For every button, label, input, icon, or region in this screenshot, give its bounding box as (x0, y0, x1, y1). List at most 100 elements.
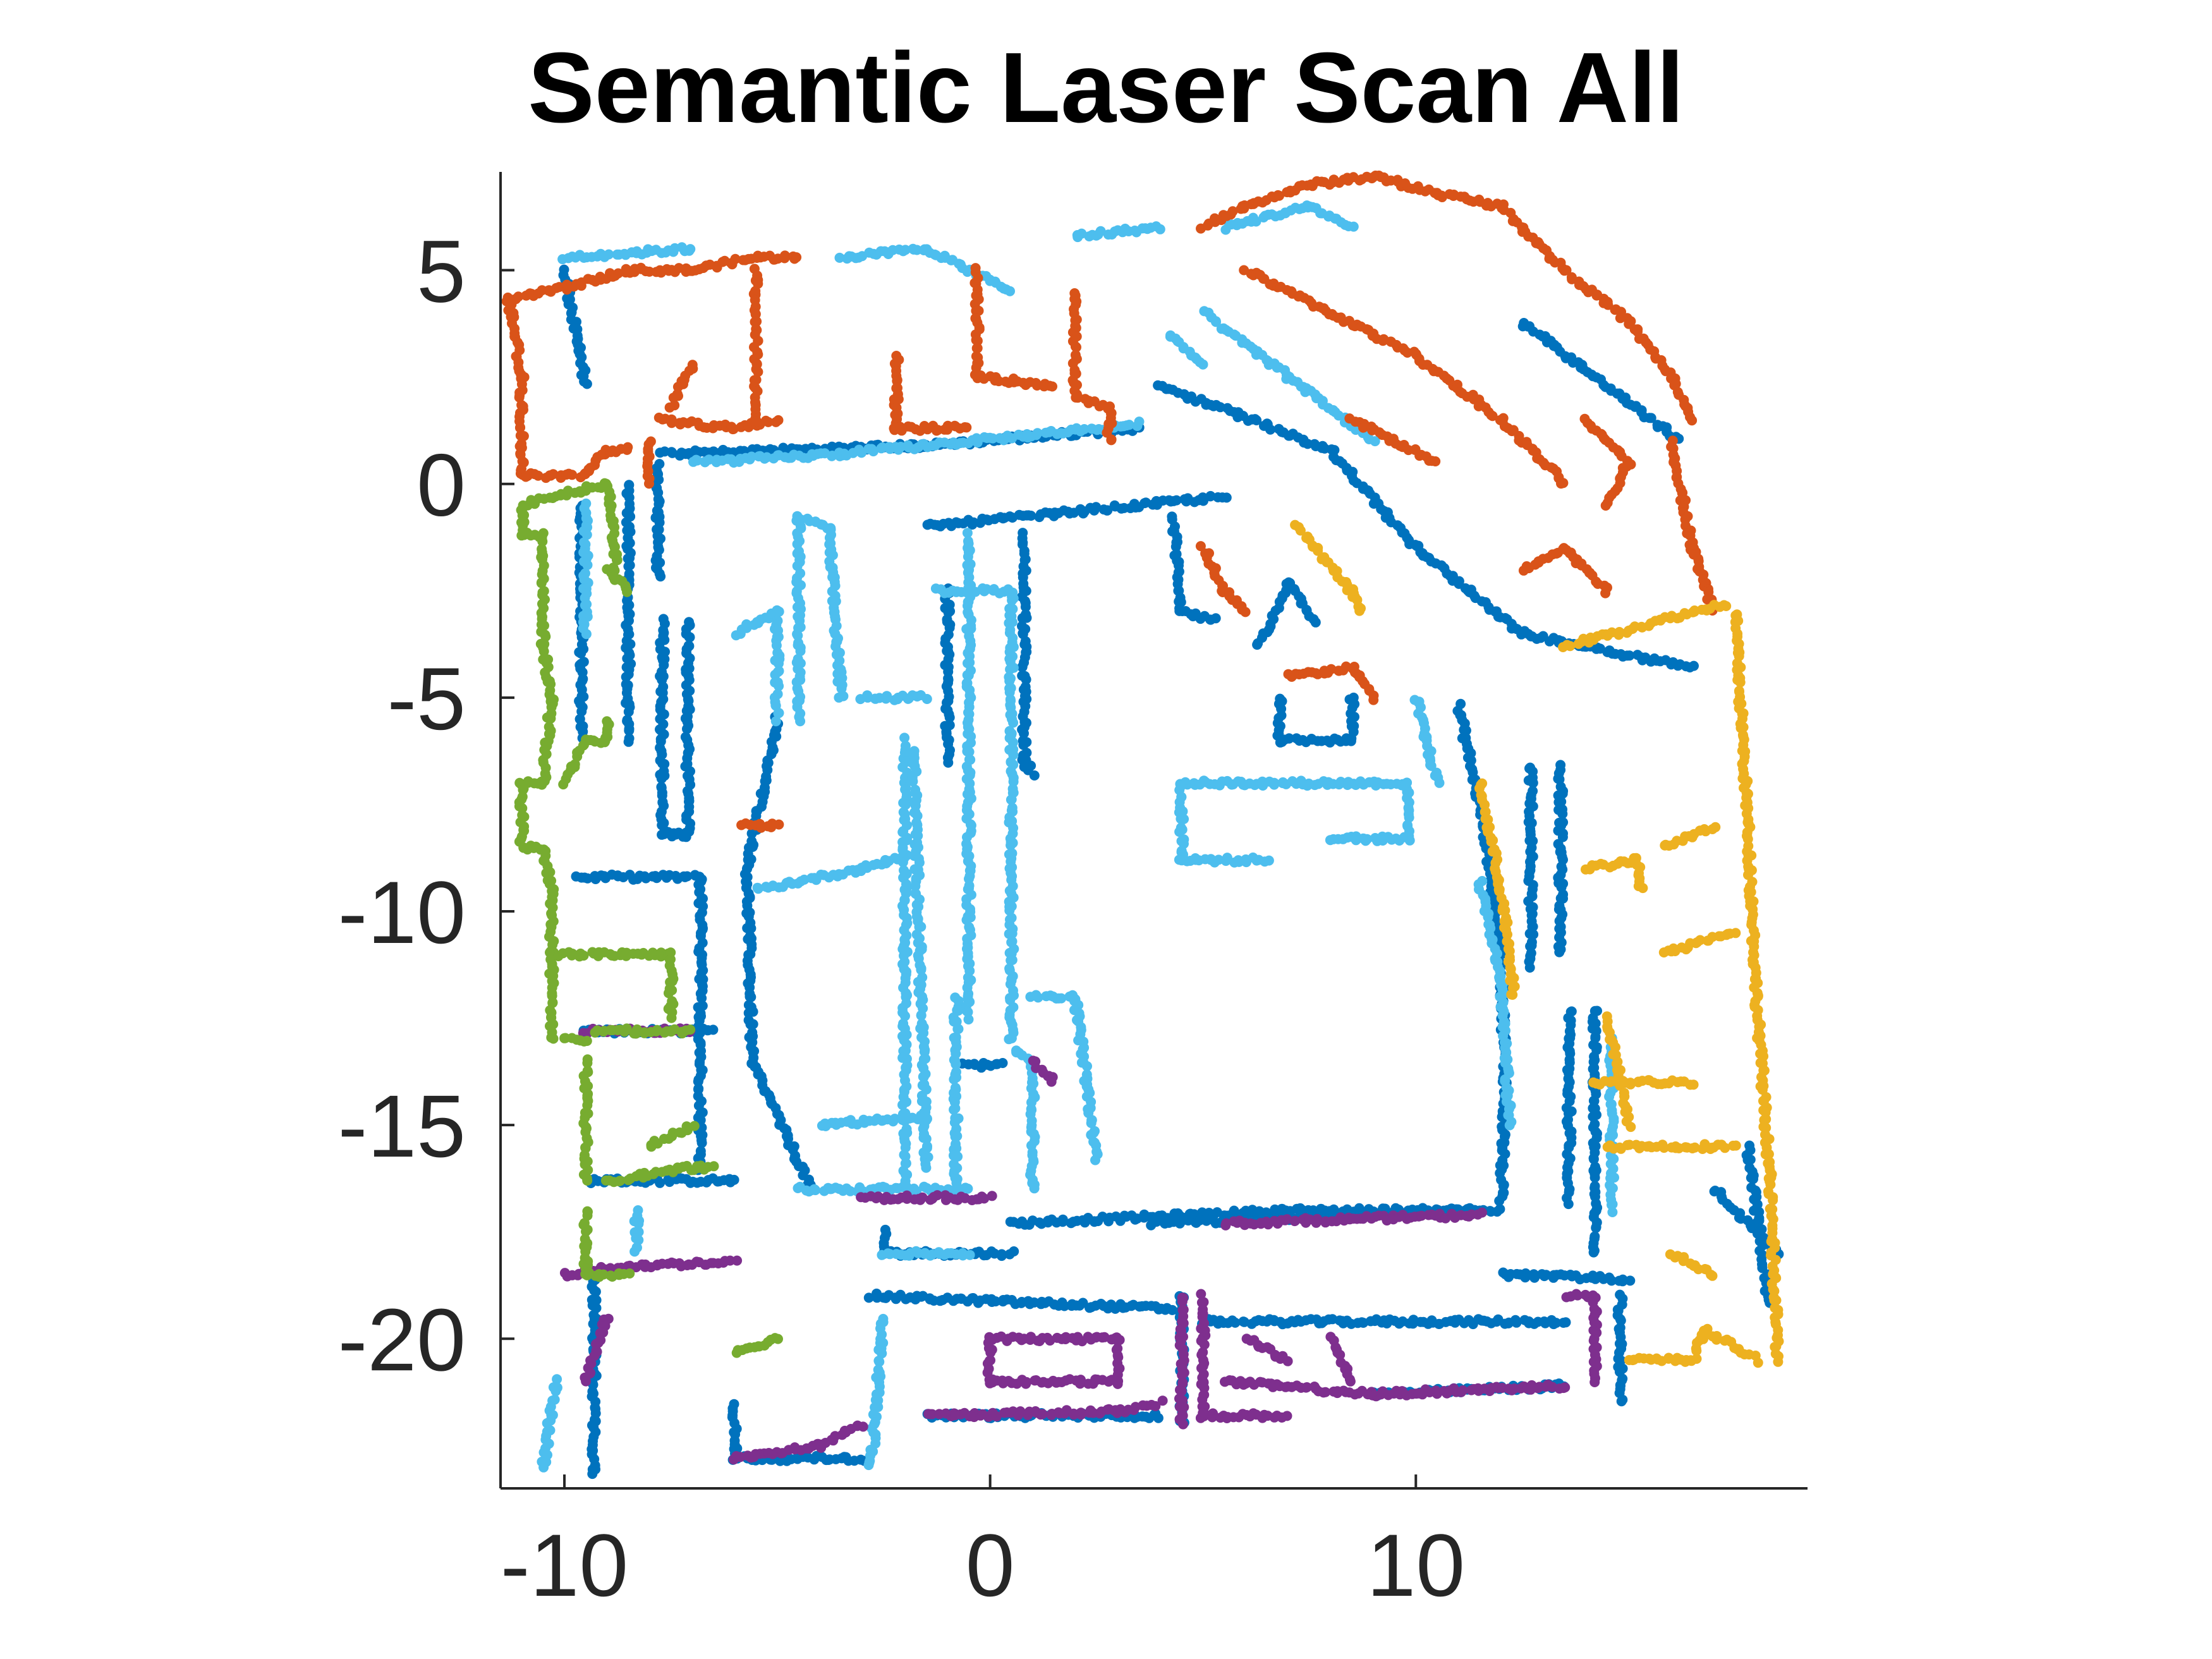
data-point (655, 571, 666, 582)
data-point (1263, 855, 1274, 866)
data-point (1430, 456, 1441, 466)
data-point (916, 964, 927, 975)
data-point (951, 1059, 961, 1069)
data-point (1179, 814, 1189, 824)
data-point (1269, 779, 1280, 790)
data-point (1057, 1214, 1068, 1225)
data-point (1557, 808, 1568, 819)
data-point (996, 1251, 1007, 1261)
data-point (623, 736, 634, 747)
data-point (581, 379, 592, 389)
data-point (997, 1058, 1008, 1068)
data-point (916, 1010, 927, 1021)
data-point (774, 708, 784, 719)
data-point (621, 672, 631, 683)
data-point (949, 1074, 959, 1085)
data-point (693, 1076, 703, 1087)
data-point (1348, 692, 1359, 703)
data-point (1624, 650, 1635, 661)
data-point (1221, 492, 1232, 503)
data-point (963, 1014, 974, 1024)
data-point (538, 1462, 549, 1473)
data-point (1368, 695, 1379, 705)
data-point (1348, 221, 1359, 232)
data-point (1102, 505, 1112, 516)
data-point (644, 478, 654, 489)
data-point (751, 416, 762, 427)
data-point (1560, 1317, 1571, 1328)
data-point (897, 1100, 908, 1110)
data-point (685, 244, 696, 255)
data-point (834, 692, 844, 703)
data-point (1529, 1272, 1540, 1283)
data-point (1210, 613, 1221, 624)
data-point (657, 758, 668, 769)
data-point (918, 1072, 929, 1082)
data-point (863, 1292, 874, 1303)
data-point (944, 712, 955, 723)
data-point (774, 681, 784, 691)
data-point (666, 447, 677, 458)
data-point (696, 1138, 707, 1148)
data-point (1026, 511, 1036, 521)
data-point (745, 1019, 756, 1030)
data-point (729, 1174, 739, 1185)
data-point (1504, 1120, 1515, 1131)
data-point (950, 1131, 961, 1142)
data-point (1198, 492, 1208, 503)
data-point (1059, 1301, 1070, 1311)
data-point (1687, 415, 1698, 426)
data-point (862, 692, 873, 703)
data-point (863, 1460, 874, 1471)
data-point (1171, 495, 1182, 506)
data-point (827, 441, 837, 452)
data-point (1029, 1183, 1040, 1194)
data-point (623, 561, 634, 572)
data-point (1495, 1204, 1505, 1215)
data-point (1606, 1275, 1617, 1286)
data-point (1205, 491, 1216, 502)
data-point (1524, 963, 1535, 973)
data-point (1009, 1246, 1019, 1256)
data-point (1600, 501, 1611, 511)
data-point (752, 882, 763, 893)
data-point (774, 658, 784, 669)
data-point (1170, 542, 1181, 552)
data-point (629, 1246, 640, 1257)
data-point (1617, 1276, 1628, 1287)
data-point (576, 706, 587, 717)
data-point (680, 732, 691, 743)
data-point (590, 1286, 601, 1297)
data-point (1153, 1413, 1164, 1423)
data-point (1742, 1155, 1753, 1165)
data-point (623, 442, 633, 453)
data-point (1494, 1196, 1505, 1206)
data-point (774, 819, 784, 830)
data-point (708, 1024, 719, 1035)
data-point (952, 1024, 963, 1035)
data-point (961, 422, 972, 433)
data-point (746, 828, 757, 839)
data-point (1134, 416, 1145, 427)
data-point (908, 776, 918, 787)
data-point (1251, 415, 1262, 425)
data-point (1310, 617, 1321, 628)
data-point (911, 1186, 921, 1196)
data-point (897, 857, 908, 868)
data-point (696, 993, 707, 1004)
data-point (1004, 1034, 1014, 1045)
data-point (741, 619, 752, 629)
data-point (1565, 641, 1576, 652)
data-point (1018, 739, 1029, 750)
chart-title: Semantic Laser Scan All (528, 32, 1684, 143)
data-point (746, 992, 757, 1002)
data-point (1090, 1155, 1100, 1165)
data-point (1056, 993, 1067, 1004)
data-point (899, 732, 910, 743)
data-point (1155, 224, 1165, 234)
data-point (653, 475, 664, 485)
data-point (949, 1104, 959, 1115)
data-point (943, 757, 954, 768)
data-point (952, 1152, 963, 1162)
